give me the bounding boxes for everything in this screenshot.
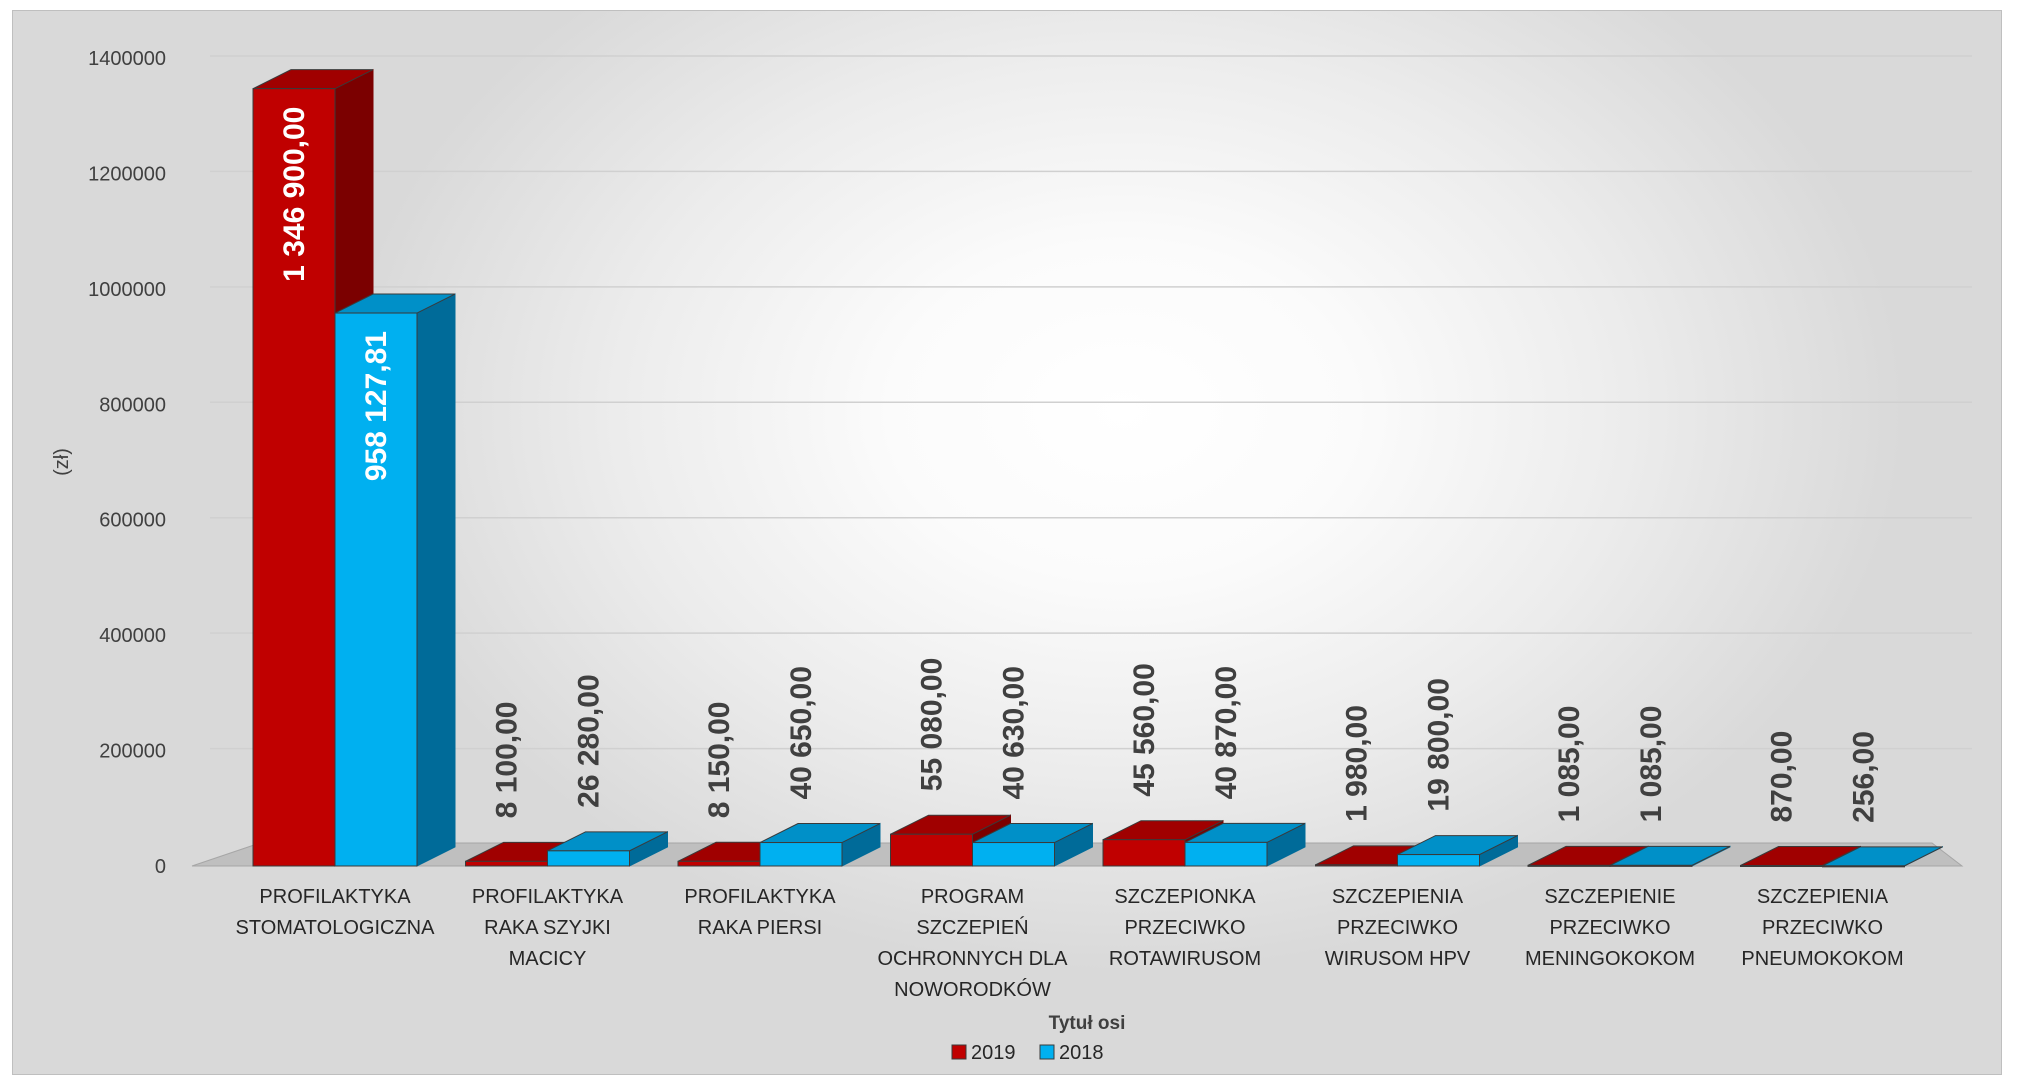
data-label: 256,00 — [1848, 731, 1881, 823]
x-category-label: WIRUSOM HPV — [1325, 948, 1471, 970]
x-category-label: PRZECIWKO — [1762, 917, 1883, 939]
data-label: 40 630,00 — [998, 666, 1031, 799]
data-label: 40 870,00 — [1210, 666, 1243, 799]
y-tick-label: 1000000 — [88, 279, 166, 301]
data-label: 8 100,00 — [491, 702, 524, 819]
x-category-label: MENINGOKOKOM — [1525, 948, 1695, 970]
bar — [1315, 864, 1398, 867]
bar — [1527, 864, 1611, 867]
y-axis-title: (zł) — [51, 448, 73, 476]
x-category-label: SZCZEPIENIE — [1544, 886, 1675, 908]
x-category-label: ROTAWIRUSOM — [1109, 948, 1261, 970]
data-label: 1 085,00 — [1553, 706, 1586, 823]
data-label: 40 650,00 — [785, 666, 818, 799]
x-category-label: PROGRAM — [921, 886, 1024, 908]
y-tick-label: 400000 — [99, 625, 166, 647]
y-tick-label: 1400000 — [88, 48, 166, 70]
bar — [1822, 865, 1905, 868]
x-category-label: OCHRONNYCH DLA — [877, 948, 1068, 970]
y-tick-label: 600000 — [99, 510, 166, 532]
x-category-label: RAKA SZYJKI — [484, 917, 611, 939]
x-category-label: MACICY — [509, 948, 587, 970]
legend-label: 2018 — [1059, 1042, 1104, 1064]
x-category-label: RAKA PIERSI — [698, 917, 823, 939]
data-label: 26 280,00 — [573, 674, 606, 807]
legend-swatch — [1039, 1044, 1055, 1060]
data-label: 8 150,00 — [703, 702, 736, 819]
bar — [465, 860, 548, 867]
data-label: 870,00 — [1766, 731, 1799, 823]
x-category-label: SZCZEPIENIA — [1757, 886, 1889, 908]
data-label: 1 085,00 — [1635, 706, 1668, 823]
bar — [677, 860, 761, 867]
data-label: 1 346 900,00 — [278, 107, 311, 282]
data-label: 1 980,00 — [1341, 705, 1374, 822]
y-tick-label: 1200000 — [88, 163, 166, 185]
x-category-label: SZCZEPIEŃ — [916, 916, 1028, 939]
bar — [972, 842, 1055, 867]
data-label: 19 800,00 — [1423, 678, 1456, 811]
bar — [334, 312, 418, 867]
bar — [1102, 839, 1186, 867]
bar — [1184, 841, 1268, 867]
legend-swatch — [951, 1044, 967, 1060]
bar — [1609, 864, 1693, 867]
y-tick-label: 200000 — [99, 741, 166, 763]
legend-label: 2019 — [971, 1042, 1016, 1064]
x-category-label: PROFILAKTYKA — [472, 886, 624, 908]
x-category-label: PNEUMOKOKOM — [1741, 948, 1903, 970]
bar — [890, 833, 973, 867]
bar — [759, 842, 843, 867]
x-category-label: PRZECIWKO — [1337, 917, 1458, 939]
x-axis-title: Tytuł osi — [1049, 1013, 1126, 1034]
x-category-label: PRZECIWKO — [1124, 917, 1245, 939]
bar — [1740, 864, 1823, 867]
x-category-label: NOWORODKÓW — [894, 978, 1051, 1001]
y-tick-label: 800000 — [99, 394, 166, 416]
data-label: 958 127,81 — [360, 331, 393, 481]
y-tick-label: 0 — [155, 856, 166, 878]
data-label: 55 080,00 — [916, 658, 949, 791]
x-category-label: PROFILAKTYKA — [259, 886, 411, 908]
bar — [547, 850, 630, 867]
x-category-label: SZCZEPIONKA — [1114, 886, 1256, 908]
x-category-label: PRZECIWKO — [1549, 917, 1670, 939]
bar — [1397, 854, 1480, 867]
data-label: 45 560,00 — [1128, 663, 1161, 796]
bar-side — [416, 293, 456, 867]
x-category-label: STOMATOLOGICZNA — [236, 917, 436, 939]
x-category-label: SZCZEPIENIA — [1332, 886, 1464, 908]
x-category-label: PROFILAKTYKA — [684, 886, 836, 908]
